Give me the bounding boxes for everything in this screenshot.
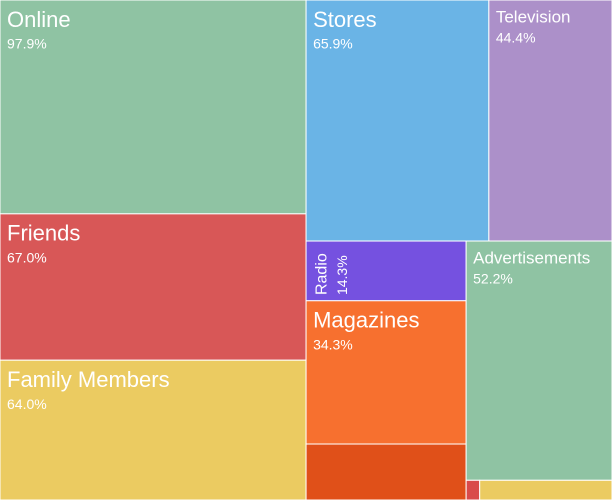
tile-value-label: 44.4% (496, 30, 536, 46)
tile-value-label: 34.3% (313, 336, 353, 352)
tile-value-label: 97.9% (7, 36, 47, 52)
tile (479, 479, 612, 501)
tile (0, 359, 307, 501)
tile (0, 0, 307, 215)
tile-label: Online (7, 7, 71, 32)
tile-label: Stores (313, 7, 377, 32)
tile (305, 300, 467, 445)
tile (305, 240, 467, 302)
tile-value-label: 64.0% (7, 396, 47, 412)
tile-value-label: 67.0% (7, 250, 47, 266)
tile-label: Friends (7, 221, 80, 246)
tile-label: Magazines (313, 308, 419, 333)
tile-label: Advertisements (473, 249, 590, 268)
tile-label: Family Members (7, 367, 170, 392)
tile (488, 0, 612, 242)
tile-label: Television (496, 7, 571, 26)
tile-value-label: 65.9% (313, 36, 353, 52)
tile (305, 0, 490, 242)
tile-value-label: 14.3% (334, 255, 350, 295)
tile (0, 213, 307, 361)
tile (305, 443, 467, 501)
tile (465, 240, 612, 481)
tile-label: Radio (313, 253, 330, 295)
tile (465, 479, 481, 501)
tile-value-label: 52.2% (473, 271, 513, 287)
